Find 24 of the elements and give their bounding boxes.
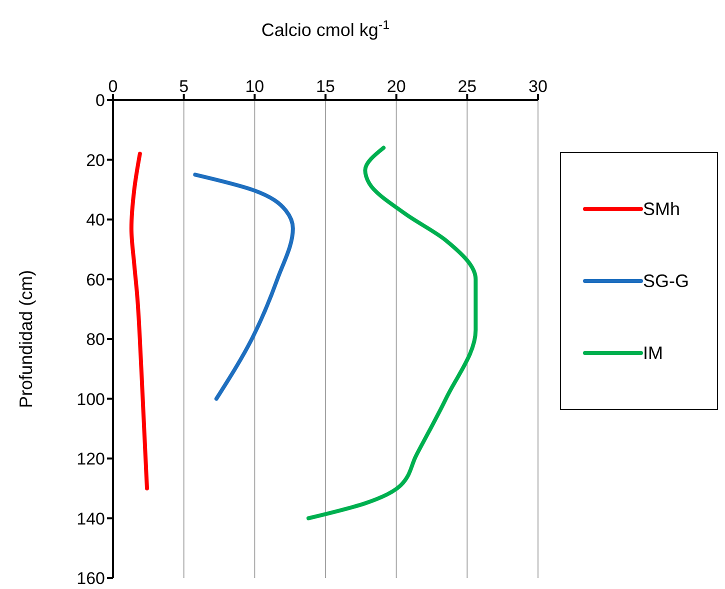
x-tick-label: 20: [386, 77, 406, 96]
y-tick-label: 40: [86, 210, 105, 230]
x-axis-title: Calcio cmol kg$^{-1}$: [261, 18, 390, 40]
line-series: [193, 172, 295, 401]
y-tick-label: 80: [86, 330, 105, 350]
y-tick-label: 60: [86, 270, 105, 290]
y-tick-label: 160: [76, 569, 105, 588]
x-tick-label: 0: [108, 77, 118, 96]
y-tick-label: 140: [76, 509, 105, 528]
legend-label: SMh: [643, 198, 680, 220]
y-tick-label: 120: [76, 450, 105, 469]
x-tick-label: 25: [458, 77, 477, 96]
y-tick-label: 0: [96, 91, 105, 110]
x-tick-label: 10: [245, 77, 264, 96]
x-tick-label: 30: [528, 77, 548, 96]
line-series: [306, 146, 478, 520]
legend-label: SG-G: [643, 270, 690, 292]
y-axis-title: Profundidad (cm): [16, 270, 36, 408]
y-tick-label: 100: [76, 390, 105, 409]
x-tick-label: 15: [316, 77, 335, 96]
x-tick-label: 5: [179, 77, 189, 96]
y-tick-label: 20: [86, 150, 105, 170]
legend-label: IM: [643, 342, 663, 364]
line-series: [129, 152, 149, 490]
